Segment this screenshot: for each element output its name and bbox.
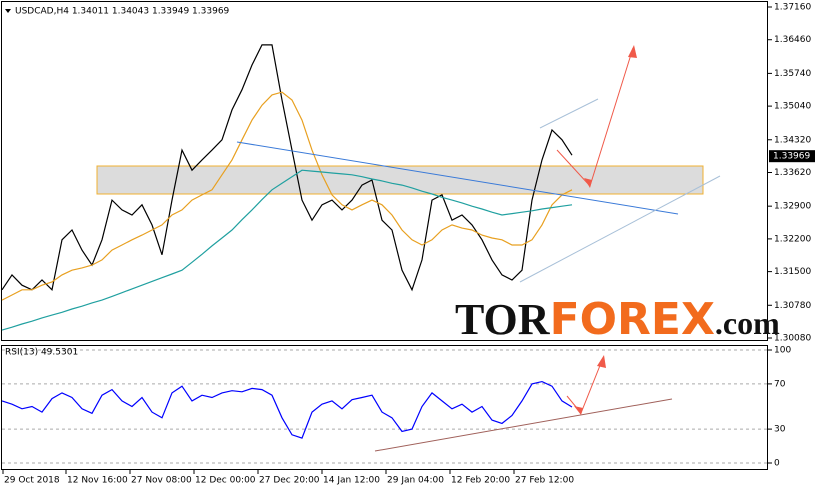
y-tick-label: 1.35040	[774, 102, 811, 112]
x-tick-label: 29 Jan 04:00	[387, 476, 444, 486]
watermark-part: FOREX	[550, 294, 715, 345]
x-tick-label: 12 Feb 20:00	[451, 476, 510, 486]
y-tick-label: 1.37160	[774, 3, 811, 13]
y-tick-label: 1.30080	[774, 334, 811, 344]
price-panel	[1, 1, 768, 341]
trend-line	[236, 141, 679, 215]
channel-line	[519, 175, 721, 283]
rsi-title: RSI(13) 49.5301	[5, 348, 78, 358]
y-tick-label: 30	[774, 425, 786, 435]
chart-title: USDCAD,H4 1.34011 1.34043 1.33949 1.3396…	[15, 7, 230, 17]
y-tick-label: 70	[774, 379, 786, 389]
arrow-head	[597, 355, 606, 368]
y-tick-label: 0	[774, 459, 780, 469]
y-tick-label: 1.31500	[774, 267, 811, 277]
y-tick-label: 1.30780	[774, 301, 811, 311]
arrow-head	[574, 406, 583, 415]
y-tick-label: 1.32900	[774, 202, 811, 212]
y-tick-label: 1.35740	[774, 69, 811, 79]
rsi-panel	[1, 345, 768, 470]
y-tick-label: 1.32200	[774, 234, 811, 244]
watermark: TORFOREX.com	[455, 294, 780, 345]
y-tick-label: 1.34320	[774, 135, 811, 145]
price-line	[1, 91, 573, 301]
x-tick-label: 12 Dec 00:00	[195, 476, 256, 486]
resistance-zone	[96, 165, 704, 195]
price-line	[1, 169, 573, 331]
menu-triangle	[5, 9, 11, 13]
last-price-label: 1.33969	[773, 152, 810, 162]
y-tick-label: 1.36460	[774, 35, 811, 45]
x-tick-label: 27 Dec 20:00	[259, 476, 320, 486]
rsi-trend-line	[374, 398, 673, 452]
x-tick-label: 27 Nov 08:00	[131, 476, 192, 486]
y-tick-label: 100	[774, 346, 791, 356]
last-price-box	[769, 150, 815, 163]
y-tick-label: 1.33620	[774, 168, 811, 178]
arrow-head	[628, 45, 637, 58]
watermark-part: TOR	[455, 295, 551, 344]
x-tick-label: 14 Jan 12:00	[323, 476, 380, 486]
rsi-line	[1, 380, 573, 439]
watermark-part: .com	[715, 305, 780, 341]
arrow-head	[584, 178, 592, 188]
x-tick-label: 12 Nov 16:00	[67, 476, 128, 486]
channel-line	[539, 98, 599, 129]
x-tick-label: 27 Feb 12:00	[515, 476, 574, 486]
x-tick-label: 29 Oct 2018	[4, 476, 60, 486]
